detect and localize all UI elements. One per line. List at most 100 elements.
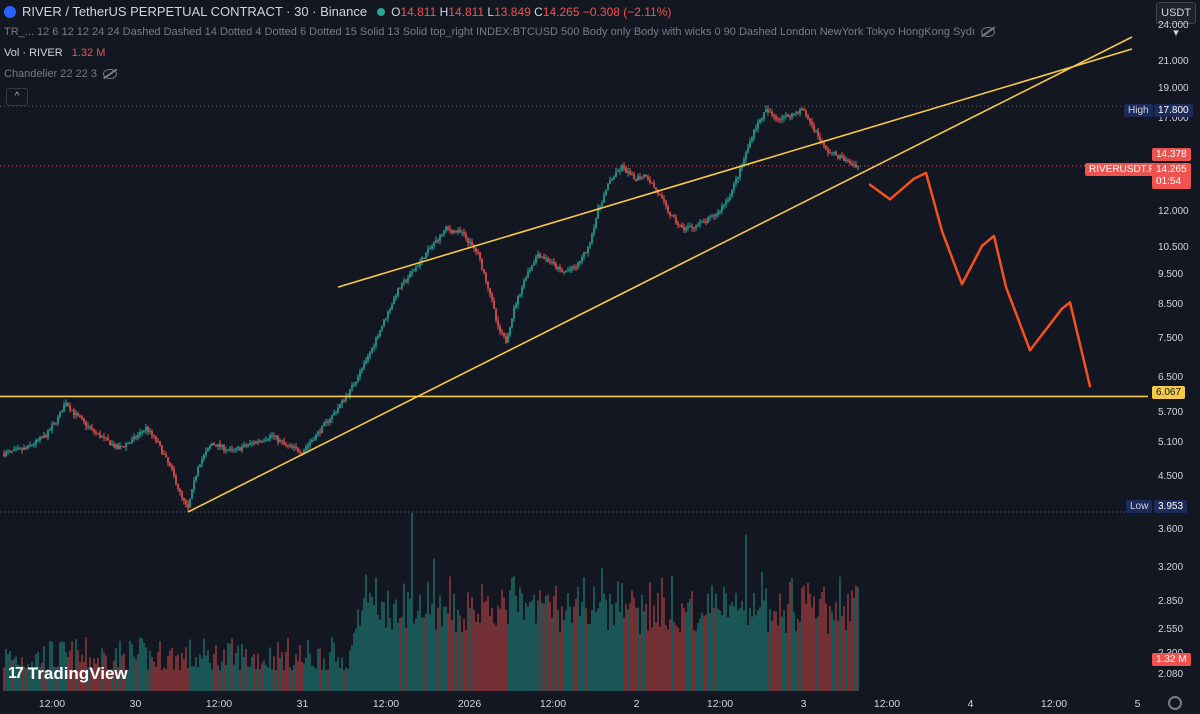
volume-bar <box>103 652 105 691</box>
candle-body <box>109 440 111 446</box>
volume-bar <box>149 650 151 691</box>
candle-body <box>281 440 283 442</box>
price-tick-label: 4.500 <box>1158 471 1184 483</box>
collapse-legend-button[interactable]: ^ <box>6 88 28 106</box>
volume-bar <box>33 666 35 691</box>
volume-bar <box>303 663 305 691</box>
volume-bar <box>679 632 681 691</box>
candle-body <box>735 178 737 184</box>
volume-bar <box>87 667 89 691</box>
volume-bar <box>387 590 389 691</box>
candle-body <box>445 226 447 231</box>
candle-body <box>661 195 663 199</box>
candle-body <box>189 499 191 508</box>
candle-body <box>625 167 627 173</box>
candle-body <box>649 179 651 183</box>
volume-bar <box>491 607 493 691</box>
currency-button[interactable]: USDT ▾ <box>1156 2 1196 39</box>
candle-body <box>751 138 753 142</box>
volume-bar <box>365 574 367 691</box>
volume-bar <box>565 610 567 691</box>
candle-body <box>509 327 511 336</box>
chandelier-legend[interactable]: Chandelier 22 22 3 <box>4 68 117 80</box>
candle-body <box>637 176 639 181</box>
hide-chandelier-icon[interactable] <box>102 69 117 80</box>
volume-bar <box>671 575 673 691</box>
trendline <box>187 36 1133 513</box>
candle-body <box>587 246 589 254</box>
candle-body <box>817 130 819 137</box>
candle-body <box>289 445 291 447</box>
candle-body <box>41 437 43 439</box>
volume-bar <box>655 622 657 691</box>
candle-body <box>503 332 505 337</box>
candle-body <box>59 412 61 417</box>
candle-body <box>317 431 319 435</box>
volume-bar <box>731 601 733 691</box>
volume-bar <box>821 592 823 691</box>
volume-bar <box>761 571 763 691</box>
candle-body <box>355 381 357 385</box>
candle-body <box>559 267 561 270</box>
settings-gear-icon[interactable] <box>1168 696 1182 710</box>
candle-body <box>553 261 555 264</box>
symbol-title[interactable]: RIVER / TetherUS PERPETUAL CONTRACT · 30… <box>22 4 368 19</box>
candle-body <box>3 454 5 457</box>
volume-bar <box>347 668 349 691</box>
volume-bar <box>169 650 171 691</box>
candle-body <box>569 269 571 271</box>
volume-bar <box>301 661 303 691</box>
candle-body <box>359 371 361 377</box>
volume-bar <box>171 647 173 691</box>
candle-body <box>543 256 545 259</box>
volume-bar <box>415 618 417 691</box>
candle-body <box>217 443 219 447</box>
volume-bar <box>289 667 291 691</box>
hide-indicator-icon[interactable] <box>981 27 996 38</box>
candle-body <box>115 444 117 448</box>
candle-body <box>697 224 699 226</box>
candle-body <box>589 243 591 247</box>
volume-bar <box>827 633 829 691</box>
volume-bar <box>717 608 719 691</box>
candle-body <box>293 446 295 448</box>
volume-bar <box>489 616 491 691</box>
candle-body <box>341 400 343 404</box>
candle-body <box>755 128 757 130</box>
candle-body <box>641 177 643 179</box>
candle-body <box>643 174 645 178</box>
volume-bar <box>599 601 601 691</box>
volume-bar <box>159 640 161 691</box>
candle-body <box>147 426 149 432</box>
candle-body <box>775 116 777 120</box>
candle-body <box>507 335 509 343</box>
volume-bar <box>213 653 215 691</box>
volume-bar <box>463 619 465 691</box>
volume-bar <box>399 618 401 691</box>
volume-bar <box>27 664 29 691</box>
candle-body <box>71 409 73 411</box>
volume-bar <box>613 625 615 691</box>
volume-bar <box>647 630 649 691</box>
candle-body <box>61 411 63 413</box>
volume-bar <box>163 667 165 691</box>
candle-body <box>387 311 389 319</box>
volume-bar <box>459 615 461 691</box>
indicator-legend[interactable]: TR_... 12 6 12 12 24 24 Dashed Dashed 14… <box>4 26 996 38</box>
volume-bar <box>209 662 211 691</box>
candle-body <box>49 429 51 431</box>
volume-bar <box>631 590 633 691</box>
volume-bar <box>793 612 795 691</box>
volume-legend[interactable]: Vol · RIVER 1.32 M <box>4 47 106 59</box>
candle-body <box>413 270 415 272</box>
candle-body <box>623 165 625 168</box>
candle-body <box>13 449 15 451</box>
volume-bar <box>259 669 261 691</box>
candle-body <box>761 118 763 120</box>
candle-body <box>797 112 799 114</box>
volume-bar <box>795 631 797 691</box>
candle-body <box>327 421 329 423</box>
candle-body <box>129 442 131 444</box>
